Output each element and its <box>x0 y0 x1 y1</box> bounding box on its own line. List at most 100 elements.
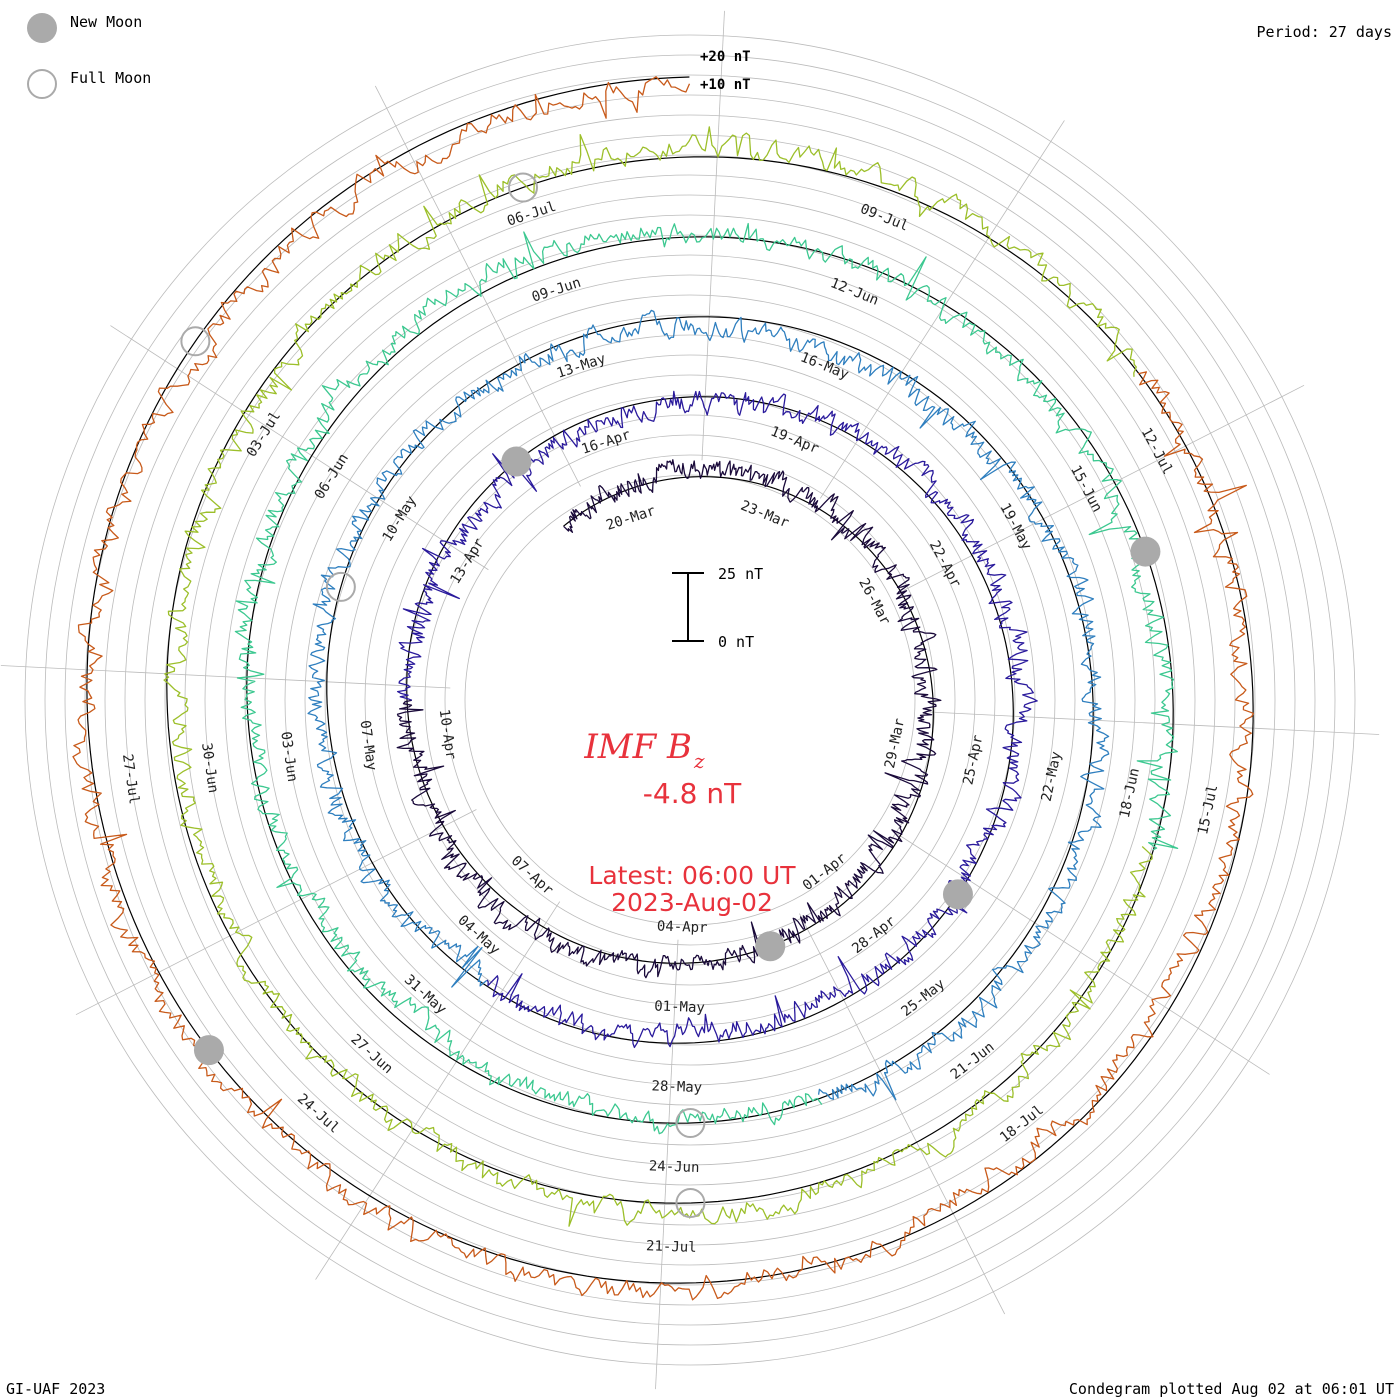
date-label: 07-May <box>356 719 379 771</box>
grid-spoke <box>891 829 1270 1075</box>
date-label: 13-May <box>555 351 608 382</box>
moon-markers <box>180 172 1161 1218</box>
date-label: 22-Apr <box>926 538 964 590</box>
date-label: 20-Mar <box>604 503 657 534</box>
date-label: 06-Jun <box>312 451 352 502</box>
chart-title: IMF B <box>583 727 692 767</box>
full-moon-marker <box>180 326 211 357</box>
trace-rotation-2 <box>396 390 1038 1049</box>
grid-ring <box>404 414 976 986</box>
grid-spoke <box>929 711 1380 735</box>
full-moon-marker <box>507 172 538 203</box>
trace-rotation-4 <box>234 222 1179 1135</box>
grid-ring <box>464 474 916 926</box>
date-label: 15-Jul <box>1195 783 1221 836</box>
ring-label-plus10: +10 nT <box>700 77 751 93</box>
date-label: 16-May <box>798 349 851 383</box>
grid-spoke <box>374 85 581 487</box>
new-moon-marker <box>501 446 532 477</box>
grid-ring <box>64 74 1316 1326</box>
grid-spoke <box>315 901 561 1280</box>
latest-date: 2023-Aug-02 <box>611 888 773 917</box>
scale-bar-bottom-label: 0 nT <box>718 633 754 651</box>
date-label: 23-Mar <box>738 498 791 532</box>
grid-spoke <box>110 325 489 571</box>
grid-spoke <box>701 10 725 461</box>
grid-spoke <box>903 384 1305 591</box>
credit-label: GI-UAF 2023 <box>6 1380 105 1398</box>
grid-ring <box>424 434 956 966</box>
grid-ring <box>84 94 1296 1306</box>
ring-label-plus20: +20 nT <box>700 49 751 65</box>
date-label: 15-Jun <box>1067 463 1105 515</box>
full-moon-marker <box>675 1187 706 1218</box>
date-label: 30-Jun <box>198 742 221 794</box>
period-label: Period: 27 days <box>1257 23 1392 41</box>
date-label: 26-Mar <box>855 576 893 628</box>
date-label: 18-Jun <box>1117 767 1143 820</box>
grid-ring <box>184 194 1196 1206</box>
new-moon-legend-icon <box>27 13 57 43</box>
date-label: 27-Jul <box>119 753 142 805</box>
new-moon-marker <box>1130 536 1161 567</box>
date-label: 09-Jul <box>858 201 911 235</box>
date-label: 04-Apr <box>657 918 708 936</box>
grid-ring <box>204 214 1176 1186</box>
date-label: 12-Jun <box>828 275 881 309</box>
new-moon-marker <box>755 931 786 962</box>
date-label: 10-May <box>380 493 420 544</box>
date-label: 19-Apr <box>768 424 821 458</box>
plotted-timestamp: Condegram plotted Aug 02 at 06:01 UT <box>1069 1380 1394 1398</box>
grid-spoke <box>655 939 679 1390</box>
grid-spoke <box>75 809 477 1016</box>
date-label: 10-Apr <box>436 708 459 760</box>
grid-ring <box>124 134 1256 1266</box>
current-value: -4.8 nT <box>643 777 742 810</box>
trace-rotation-6 <box>72 76 1255 1301</box>
new-moon-legend-label: New Moon <box>70 13 142 31</box>
full-moon-marker <box>675 1107 706 1138</box>
grid-spoke <box>799 913 1006 1315</box>
full-moon-legend-icon <box>27 69 57 99</box>
date-label: 01-May <box>654 998 705 1016</box>
chart-title-subscript: z <box>693 749 705 773</box>
grid-ring <box>324 334 1056 1066</box>
grid-ring <box>24 34 1356 1366</box>
radial-grid <box>24 34 1356 1366</box>
date-label: 21-Jul <box>646 1238 697 1256</box>
new-moon-marker <box>193 1035 224 1066</box>
latest-time: Latest: 06:00 UT <box>588 861 796 890</box>
date-label: 28-May <box>651 1078 702 1096</box>
scale-bar-top-label: 25 nT <box>718 565 763 583</box>
grid-ring <box>264 274 1116 1126</box>
trace-rotation-5 <box>163 126 1153 1227</box>
date-label: 06-Jul <box>505 199 558 230</box>
date-label: 21-Jun <box>948 1039 998 1083</box>
full-moon-marker <box>325 571 356 602</box>
date-label: 01-Apr <box>800 850 850 894</box>
grid-ring <box>344 354 1036 1046</box>
grid-ring <box>304 314 1076 1086</box>
grid-ring <box>44 54 1336 1346</box>
date-label: 28-Apr <box>849 913 899 957</box>
data-traces <box>72 76 1255 1301</box>
date-label: 09-Jun <box>530 275 583 306</box>
date-label: 25-Apr <box>960 734 986 787</box>
trace-rotation-1 <box>396 459 942 979</box>
grid-ring <box>444 454 936 946</box>
date-label: 18-Jul <box>997 1102 1047 1146</box>
full-moon-legend-label: Full Moon <box>70 69 151 87</box>
date-label: 16-Apr <box>580 427 633 458</box>
grid-ring <box>384 394 996 1006</box>
grid-ring <box>284 294 1096 1106</box>
date-label: 22-May <box>1039 750 1065 803</box>
trace-rotation-3 <box>307 309 1110 1101</box>
scale-bar <box>672 572 704 642</box>
new-moon-marker <box>942 879 973 910</box>
grid-spoke <box>0 665 451 689</box>
date-label: 24-Jun <box>649 1158 700 1176</box>
grid-ring <box>164 174 1216 1226</box>
grid-ring <box>104 114 1276 1286</box>
grid-ring <box>364 374 1016 1026</box>
